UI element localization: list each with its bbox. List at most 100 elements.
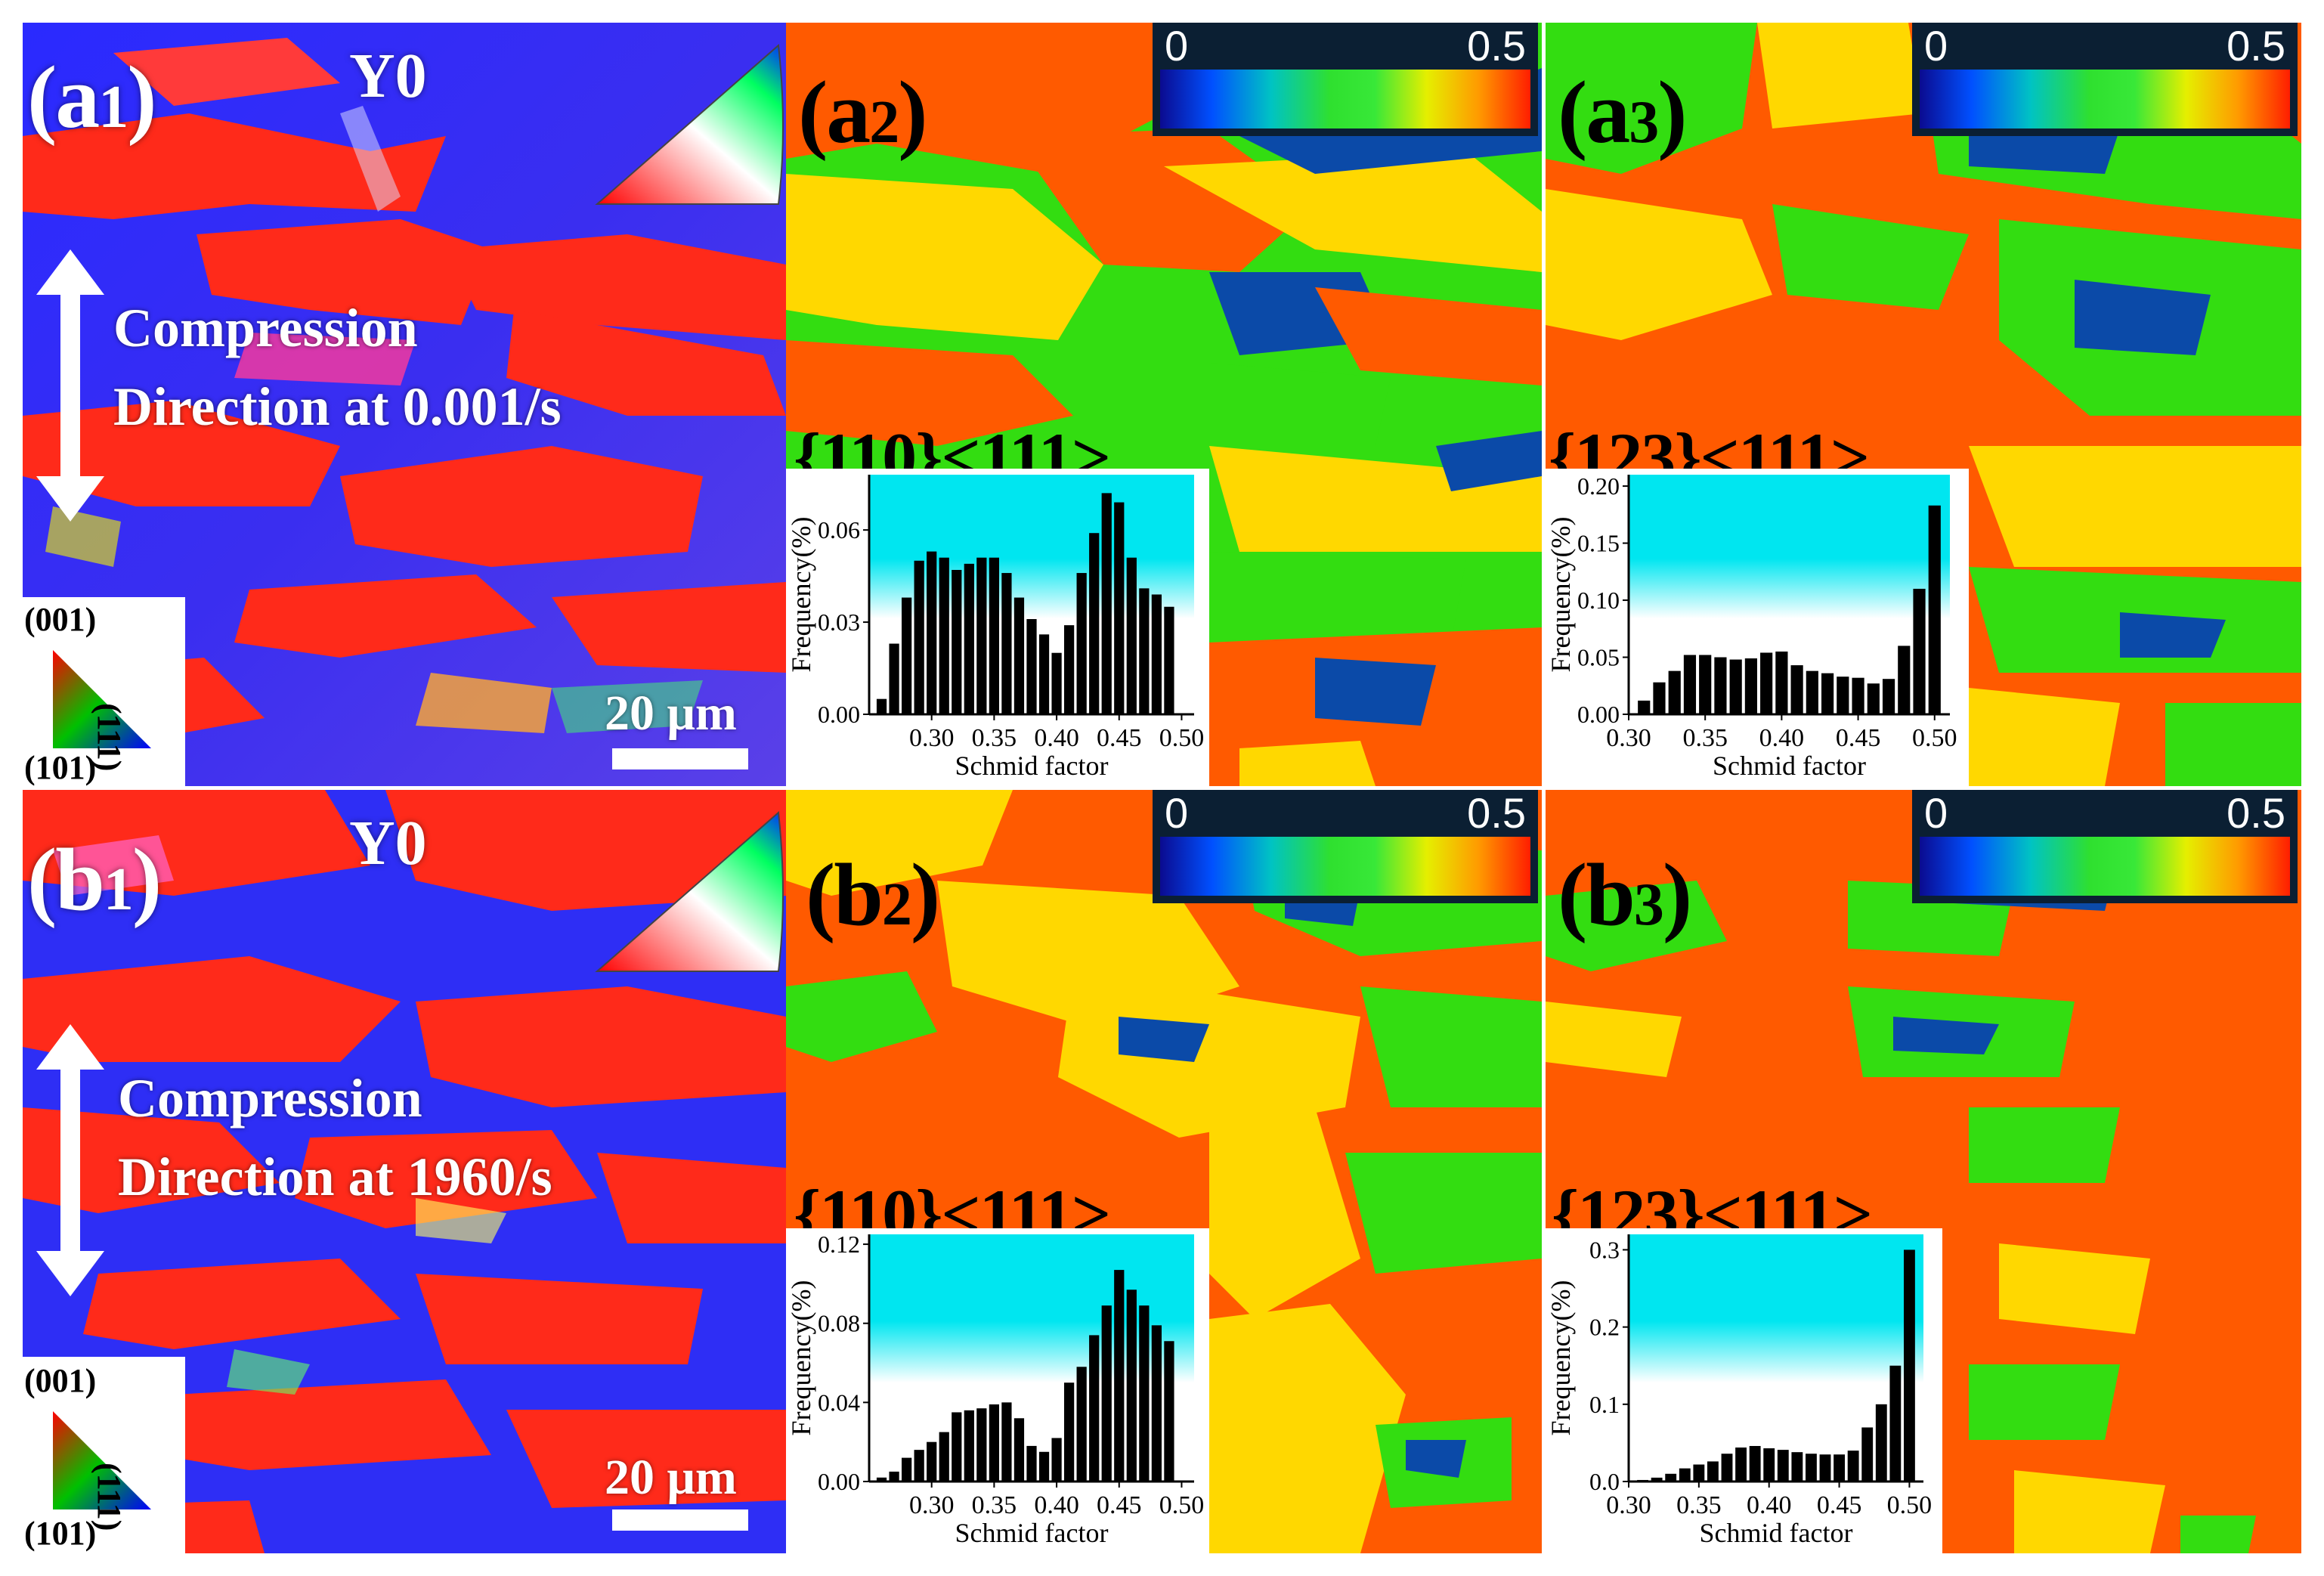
histogram-bar [1151,1325,1162,1482]
x-tick-label: 0.45 [1097,1491,1142,1519]
y-tick-label: 0.0 [1589,1468,1620,1495]
histogram-bar [1114,1270,1125,1482]
histogram-bar [989,1404,999,1482]
x-axis-label: Schmid factor [955,751,1109,781]
panel-label-b2: (b2) [806,845,940,944]
histogram-bar [1101,493,1112,714]
histogram-bar [1114,502,1125,714]
histogram-bar [1064,625,1075,714]
histogram-bar [1819,1454,1831,1482]
histogram-bar [1126,557,1137,714]
histogram-bar [1001,1402,1012,1482]
y-tick-label: 0.03 [818,608,860,636]
ipf-map-b1 [23,790,786,1553]
x-tick-label: 0.50 [1159,1491,1205,1519]
histogram-bar [1882,679,1895,714]
scale-bar-b1 [612,1509,748,1531]
histogram-bar [876,698,887,714]
y-axis-label: Frequency(%) [1546,1280,1576,1436]
histogram-bar [976,557,987,714]
histogram-bar [1721,1454,1733,1482]
histogram-bar [952,1412,962,1482]
histogram-bar [927,1441,937,1482]
histogram-bar [1775,651,1788,714]
histogram-bar [1898,646,1911,714]
histogram-bar [914,1450,924,1482]
x-tick-label: 0.50 [1159,724,1205,752]
panel-a2: (a2) 0 0.5 {110}<111> 0.30 0.35 0.40 0.45 0.… [786,23,1542,786]
x-tick-label: 0.45 [1817,1491,1862,1519]
histogram-bar [1064,1382,1075,1482]
histogram-bar [1777,1450,1789,1482]
x-tick-label: 0.45 [1836,724,1881,752]
histogram-bar [1821,673,1834,714]
histogram-bar [1760,652,1773,714]
histogram-bar [1038,634,1050,714]
histogram-bar [1806,670,1818,714]
x-axis-label: Schmid factor [1713,751,1866,781]
histogram-bar [1928,505,1941,714]
panel-a1: (a1) Y0 Compression Direction at 0.001/s… [23,23,786,786]
histogram-bar [1693,1464,1705,1482]
x-tick-label: 0.40 [1759,724,1805,752]
histogram-bar [1913,588,1926,714]
x-tick-label: 0.50 [1887,1491,1933,1519]
histogram-bar [1749,1445,1761,1482]
y-tick-label: 0.06 [818,516,860,543]
histogram-bar [1665,1473,1677,1482]
y-axis-label: Frequency(%) [1546,517,1576,673]
scale-label-b1: 20 μm [605,1450,737,1505]
histogram-bar [1089,533,1100,714]
histogram-bar [1089,1335,1100,1482]
ipf-legend-b1: (001) (101) (111) [23,1357,185,1553]
compression-direction-a1: Compression Direction at 0.001/s [113,298,562,437]
histogram-bar [1904,1249,1915,1482]
colorbar-b3: 0 0.5 [1912,790,2298,903]
sample-tag-a1: Y0 [349,41,427,111]
histogram-bar [1151,594,1162,714]
histogram-bar [1791,1452,1803,1482]
histogram-bar [876,1477,887,1482]
histogram-bar [1806,1454,1817,1482]
histogram-bar [1714,657,1727,714]
histogram-bar [989,557,999,714]
histogram-bar [902,1457,912,1482]
y-tick-label: 0.04 [818,1389,860,1416]
x-axis-label: Schmid factor [1700,1518,1853,1548]
histogram-bar [1051,1438,1062,1482]
histogram-bar [1699,655,1712,714]
y-tick-label: 0.20 [1577,472,1620,500]
double-arrow-icon-a1 [36,249,104,522]
y-tick-label: 0.05 [1577,644,1620,671]
histogram-inset-b3: 0.30 0.35 0.40 0.45 0.50 0.0 0.1 0.2 0.3 Schmid f… [1546,1228,1942,1553]
panel-a3: (a3) 0 0.5 {123}<111> 0.30 0.35 0.40 0.45 0.… [1546,23,2301,786]
histogram-bar [902,597,912,714]
y-tick-label: 0.3 [1589,1236,1620,1263]
plot-area [1629,1234,1923,1482]
histogram-bar [939,1432,949,1482]
y-tick-label: 0.15 [1577,530,1620,557]
histogram-bar [889,643,899,714]
colorbar-b2: 0 0.5 [1153,790,1538,903]
histogram-bar [1139,1305,1150,1482]
ipf-key-triangle-b1 [595,810,784,972]
colorbar-a2: 0 0.5 [1153,23,1538,136]
histogram-bar [1038,1451,1050,1482]
histogram-bar [1735,1448,1747,1482]
y-tick-label: 0.2 [1589,1314,1620,1341]
histogram-bar [976,1408,987,1482]
histogram-bar [1026,619,1037,714]
y-tick-label: 0.1 [1589,1391,1620,1418]
histogram-bar [1763,1448,1775,1482]
plot-area [1629,475,1950,714]
histogram-bar [1126,1290,1137,1482]
panel-b2: (b2) 0 0.5 {110}<111> 0.30 0.35 0.40 0.45 0.… [786,790,1542,1553]
histogram-bar [952,569,962,714]
ipf-legend-a1: (001) (101) (111) [23,597,185,786]
y-tick-label: 0.12 [818,1231,860,1258]
x-tick-label: 0.50 [1912,724,1957,752]
ipf-key-triangle-a1 [595,43,784,205]
panel-label-a2: (a2) [798,63,928,162]
histogram-bar [1790,665,1803,714]
histogram-bar [1683,655,1697,714]
